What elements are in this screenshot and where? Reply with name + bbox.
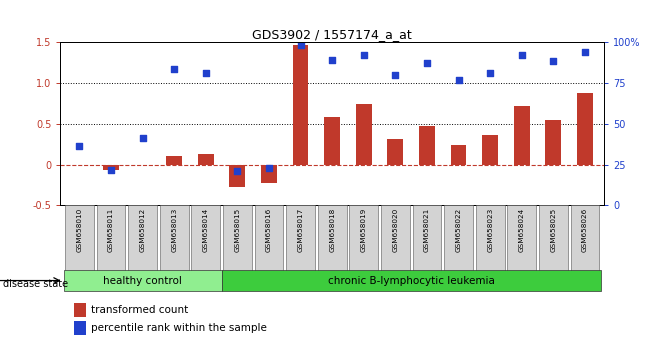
Bar bbox=[198, 154, 213, 165]
Text: transformed count: transformed count bbox=[91, 305, 188, 315]
FancyBboxPatch shape bbox=[507, 205, 536, 271]
Text: GSM658019: GSM658019 bbox=[361, 207, 367, 252]
Point bbox=[264, 165, 274, 171]
Text: GSM658024: GSM658024 bbox=[519, 207, 525, 252]
Point bbox=[484, 70, 495, 76]
Bar bbox=[103, 165, 119, 170]
Text: GSM658022: GSM658022 bbox=[456, 207, 462, 252]
FancyBboxPatch shape bbox=[539, 205, 568, 271]
Text: GSM658023: GSM658023 bbox=[487, 207, 493, 252]
Text: GSM658011: GSM658011 bbox=[108, 207, 114, 252]
FancyBboxPatch shape bbox=[286, 205, 315, 271]
Text: GSM658014: GSM658014 bbox=[203, 207, 209, 252]
FancyBboxPatch shape bbox=[65, 205, 94, 271]
FancyBboxPatch shape bbox=[444, 205, 473, 271]
Title: GDS3902 / 1557174_a_at: GDS3902 / 1557174_a_at bbox=[252, 28, 412, 41]
Bar bbox=[261, 165, 277, 183]
Text: GSM658025: GSM658025 bbox=[550, 207, 556, 252]
Text: GSM658021: GSM658021 bbox=[424, 207, 430, 252]
FancyBboxPatch shape bbox=[381, 205, 410, 271]
Point bbox=[421, 60, 432, 66]
FancyBboxPatch shape bbox=[97, 205, 125, 271]
FancyBboxPatch shape bbox=[223, 205, 252, 271]
Text: GSM658016: GSM658016 bbox=[266, 207, 272, 252]
Bar bbox=[293, 45, 309, 165]
Text: GSM658015: GSM658015 bbox=[234, 207, 240, 252]
Text: GSM658010: GSM658010 bbox=[76, 207, 83, 252]
Point bbox=[201, 70, 211, 76]
FancyBboxPatch shape bbox=[254, 205, 283, 271]
Point bbox=[137, 135, 148, 141]
Point bbox=[169, 66, 180, 72]
Bar bbox=[387, 139, 403, 165]
Point bbox=[453, 77, 464, 83]
Bar bbox=[451, 145, 466, 165]
Bar bbox=[166, 156, 182, 165]
FancyBboxPatch shape bbox=[318, 205, 346, 271]
Bar bbox=[324, 118, 340, 165]
Point bbox=[295, 42, 306, 48]
Text: GSM658013: GSM658013 bbox=[171, 207, 177, 252]
Point bbox=[580, 50, 590, 55]
FancyBboxPatch shape bbox=[160, 205, 189, 271]
Text: chronic B-lymphocytic leukemia: chronic B-lymphocytic leukemia bbox=[327, 275, 495, 286]
Bar bbox=[221, 270, 601, 291]
Bar bbox=[577, 93, 593, 165]
FancyBboxPatch shape bbox=[476, 205, 505, 271]
FancyBboxPatch shape bbox=[191, 205, 220, 271]
Bar bbox=[482, 135, 498, 165]
FancyBboxPatch shape bbox=[413, 205, 442, 271]
FancyBboxPatch shape bbox=[570, 205, 599, 271]
Point bbox=[327, 58, 338, 63]
Text: disease state: disease state bbox=[3, 279, 68, 289]
Point bbox=[517, 52, 527, 58]
Bar bbox=[514, 106, 529, 165]
Text: GSM658012: GSM658012 bbox=[140, 207, 146, 252]
Text: GSM658020: GSM658020 bbox=[393, 207, 399, 252]
Point bbox=[358, 52, 369, 58]
Bar bbox=[356, 104, 372, 165]
FancyBboxPatch shape bbox=[128, 205, 157, 271]
Text: GSM658018: GSM658018 bbox=[329, 207, 335, 252]
Bar bbox=[229, 165, 245, 187]
Point bbox=[548, 58, 559, 64]
Text: percentile rank within the sample: percentile rank within the sample bbox=[91, 323, 266, 333]
Point bbox=[105, 167, 116, 173]
Point bbox=[74, 143, 85, 149]
Point bbox=[390, 72, 401, 78]
Bar bbox=[419, 126, 435, 165]
Point bbox=[232, 168, 243, 174]
Bar bbox=[64, 270, 221, 291]
Text: GSM658026: GSM658026 bbox=[582, 207, 588, 252]
Text: healthy control: healthy control bbox=[103, 275, 182, 286]
Bar bbox=[546, 120, 561, 165]
FancyBboxPatch shape bbox=[350, 205, 378, 271]
Text: GSM658017: GSM658017 bbox=[297, 207, 303, 252]
